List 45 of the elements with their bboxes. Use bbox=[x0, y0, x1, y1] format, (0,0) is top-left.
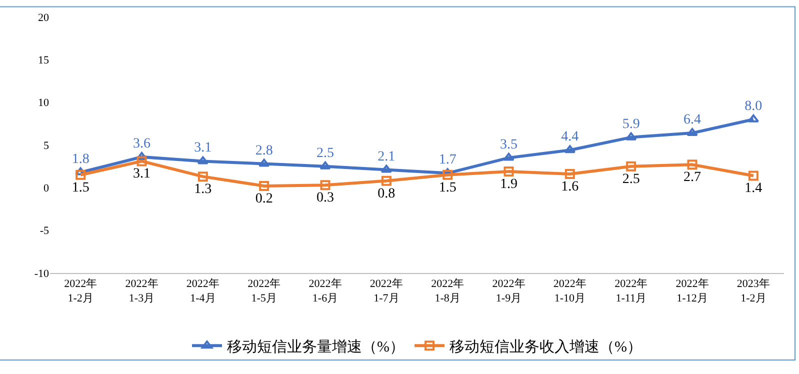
data-label: 3.1 bbox=[194, 140, 212, 156]
x-tick-label: 2022年 1-12月 bbox=[676, 278, 709, 304]
x-tick-label: 2022年 1-8月 bbox=[431, 278, 464, 304]
y-tick-label: 0 bbox=[44, 182, 50, 195]
data-label: 2.5 bbox=[622, 172, 640, 187]
x-tick-label: 2022年 1-5月 bbox=[248, 278, 281, 304]
legend-label: 移动短信业务量增速（%） bbox=[227, 338, 404, 356]
data-label: 1.6 bbox=[561, 180, 579, 195]
x-tick-label: 2022年 1-2月 bbox=[64, 278, 98, 304]
y-tick-label: 10 bbox=[38, 97, 50, 110]
data-label: 4.4 bbox=[561, 130, 579, 145]
y-tick-label: 5 bbox=[44, 140, 50, 152]
y-tick-label: 20 bbox=[38, 12, 50, 24]
data-label: 5.9 bbox=[622, 116, 640, 132]
x-tick-label: 2022年 1-7月 bbox=[370, 278, 403, 304]
data-label: 6.4 bbox=[684, 112, 701, 128]
y-tick-label: -5 bbox=[40, 225, 50, 238]
data-label: 1.7 bbox=[438, 152, 456, 168]
legend-label: 移动短信业务收入增速（%） bbox=[450, 338, 642, 356]
x-tick-label: 2023年 1-2月 bbox=[736, 278, 770, 304]
data-label: 1.5 bbox=[72, 180, 90, 196]
data-label: 1.3 bbox=[194, 182, 212, 198]
x-tick-label: 2022年 1-3月 bbox=[125, 278, 158, 304]
y-tick-label: -10 bbox=[34, 268, 50, 280]
x-tick-label: 2022年 1-6月 bbox=[308, 278, 342, 304]
x-tick-label: 2022年 1-9月 bbox=[492, 278, 526, 304]
data-label: 0.8 bbox=[378, 186, 396, 202]
data-label: 2.1 bbox=[378, 149, 396, 164]
data-label: 1.9 bbox=[500, 176, 518, 192]
y-tick-label: 15 bbox=[38, 54, 50, 67]
data-label: 1.5 bbox=[438, 180, 456, 196]
data-label: 2.7 bbox=[684, 170, 701, 186]
data-label: 1.8 bbox=[72, 152, 90, 167]
data-label: 0.3 bbox=[316, 190, 334, 206]
x-tick-label: 2022年 1-4月 bbox=[186, 278, 220, 304]
data-label: 3.6 bbox=[133, 136, 150, 152]
data-label: 8.0 bbox=[744, 98, 762, 114]
data-label: 1.4 bbox=[744, 181, 762, 196]
data-label: 2.5 bbox=[316, 146, 334, 161]
data-label: 3.1 bbox=[133, 166, 150, 182]
data-label: 3.5 bbox=[500, 137, 518, 152]
data-label: 2.8 bbox=[255, 143, 273, 158]
x-tick-label: 2022年 1-11月 bbox=[614, 278, 648, 304]
x-tick-label: 2022年 1-10月 bbox=[553, 278, 586, 304]
data-label: 0.2 bbox=[255, 191, 273, 206]
